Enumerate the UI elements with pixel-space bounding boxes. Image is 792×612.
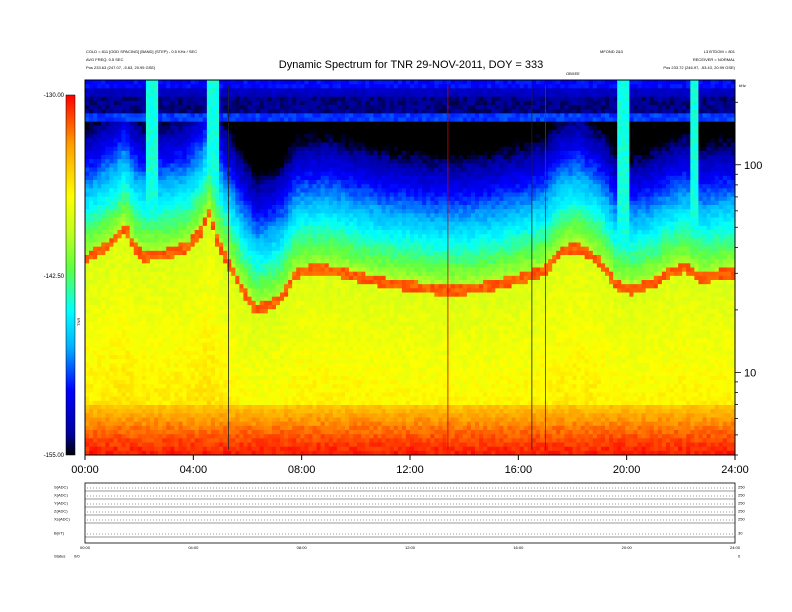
housekeeping-right-tick: 250 — [738, 485, 745, 490]
colorbar-min-label: -155.00 — [44, 453, 65, 459]
housekeeping-x-tick: 20:00 — [622, 545, 633, 550]
header-left-line-2: AVG FREQ: 0.5 SEC — [86, 57, 124, 62]
header-center-small: OBXEE — [566, 71, 580, 76]
housekeeping-right-tick: 250 — [738, 517, 745, 522]
housekeeping-label: Xs(ADC) — [54, 517, 70, 522]
housekeeping-label: Y(ADC) — [54, 501, 68, 506]
housekeeping-x-tick: 16:00 — [513, 545, 524, 550]
x-tick-label: 16:00 — [505, 464, 533, 476]
housekeeping-x-tick: 12:00 — [405, 545, 416, 550]
header-left-line-1: COLD = 811 [ODD SPACING] [BAND] (STEP) -… — [86, 49, 197, 54]
header-right-line-2: RECEIVER = NORMAL — [693, 57, 736, 62]
spectrogram-image — [85, 80, 736, 456]
housekeeping-label: Z(ADC) — [54, 509, 68, 514]
x-tick-label: 00:00 — [71, 464, 99, 476]
x-tick-label: 12:00 — [396, 464, 424, 476]
colorbar-unit-label: TNR — [76, 318, 81, 326]
x-tick-label: 20:00 — [613, 464, 641, 476]
spectrogram-features — [228, 85, 546, 450]
y-tick-label: 100 — [744, 160, 762, 172]
housekeeping-right-tick: 250 — [738, 501, 745, 506]
x-axis: 00:00 04:00 08:00 12:00 16:00 20:00 24:00 — [71, 455, 749, 476]
header-left-line-3: Pos 233.63 (247.07, -5.63, 20.95 GSE) — [86, 65, 156, 70]
housekeeping-x-tick: 08:00 — [297, 545, 308, 550]
housekeeping-frame — [84, 482, 736, 544]
y-axis: 100 10 — [735, 101, 762, 456]
header-right-line-3: Pos 233.72 (246.97, -53.43, 20.99 GSE) — [663, 65, 735, 70]
housekeeping-right-tick: 30 — [738, 531, 743, 536]
housekeeping-label: S(ADC) — [54, 485, 68, 490]
x-tick-label: 08:00 — [288, 464, 316, 476]
housekeeping-right-tick: 250 — [738, 493, 745, 498]
x-tick-label: 24:00 — [721, 464, 749, 476]
x-tick-label: 04:00 — [180, 464, 208, 476]
colorbar — [65, 94, 76, 456]
housekeeping-x-tick: 00:00 — [80, 545, 91, 550]
housekeeping-right-tick: 0 — [738, 554, 741, 559]
chart-title: Dynamic Spectrum for TNR 29-NOV-2011, DO… — [279, 59, 543, 71]
colorbar-max-label: -130.00 — [44, 93, 65, 99]
housekeeping-label: X(ADC) — [54, 493, 68, 498]
colorbar-mid-label: -142.50 — [44, 274, 65, 280]
y-axis-unit: kHz — [739, 83, 746, 88]
housekeeping-x-tick: 24:00 — [730, 545, 741, 550]
housekeeping-right-tick: 250 — [738, 509, 745, 514]
housekeeping-x-tick: 04:00 — [188, 545, 199, 550]
status-value: 0/0 — [74, 554, 80, 559]
header-right-line-1: L3 BTDOM = 801 — [704, 49, 736, 54]
housekeeping-label: B(nT) — [54, 531, 65, 536]
y-tick-label: 10 — [744, 367, 756, 379]
housekeeping-label: Status — [54, 554, 65, 559]
housekeeping-panels: S(ADC) X(ADC) Y(ADC) Z(ADC) Xs(ADC) B(nT) Stat… — [54, 482, 745, 559]
header-right-small: MFOND 2&3 — [600, 49, 624, 54]
